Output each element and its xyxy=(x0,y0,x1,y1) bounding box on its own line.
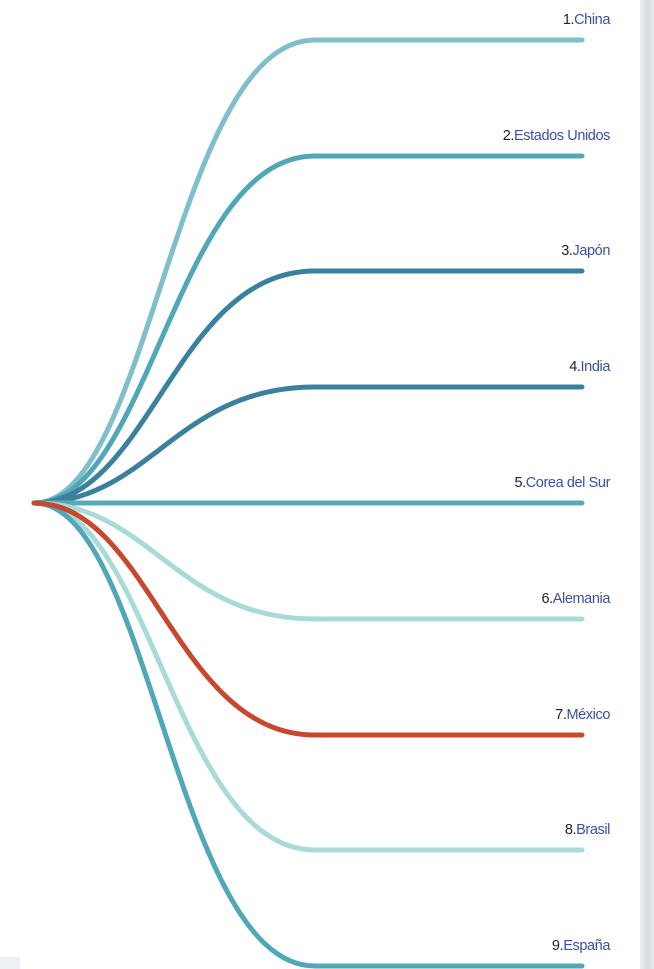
rank-number: 1. xyxy=(563,12,574,28)
branch-label: 5.Corea del Sur xyxy=(514,475,610,491)
branch-line xyxy=(31,153,585,506)
country-name: Japón xyxy=(572,243,610,259)
country-name: México xyxy=(566,707,610,723)
country-name: China xyxy=(574,12,611,28)
rank-number: 2. xyxy=(503,128,514,144)
branch-label: 4.India xyxy=(569,359,611,375)
branch-label: 6.Alemania xyxy=(541,591,611,607)
branch-line xyxy=(31,500,585,969)
branch-label: 2.Estados Unidos xyxy=(503,128,610,144)
rank-number: 8. xyxy=(565,822,576,838)
country-name: Brasil xyxy=(576,822,610,838)
branch-line xyxy=(31,500,585,853)
country-name: España xyxy=(563,938,611,954)
branch-lines xyxy=(31,37,585,969)
rank-number: 4. xyxy=(569,359,580,375)
branch-line xyxy=(31,384,585,506)
branch-line xyxy=(31,500,585,738)
branch-label: 1.China xyxy=(563,12,612,28)
country-name: Estados Unidos xyxy=(514,128,610,144)
background-corner xyxy=(0,957,20,969)
branch-line xyxy=(31,37,585,506)
branch-label: 8.Brasil xyxy=(565,822,610,838)
rank-number: 7. xyxy=(555,707,566,723)
branch-label: 9.España xyxy=(552,938,611,954)
rank-number: 9. xyxy=(552,938,563,954)
rank-number: 3. xyxy=(561,243,572,259)
branch-label: 3.Japón xyxy=(561,243,610,259)
branch-line xyxy=(31,268,585,506)
branch-line xyxy=(31,500,585,622)
country-name: India xyxy=(581,359,612,375)
country-name: Alemania xyxy=(553,591,612,607)
background-edge xyxy=(640,0,654,969)
country-name: Corea del Sur xyxy=(526,475,611,491)
rank-number: 6. xyxy=(541,591,552,607)
rank-number: 5. xyxy=(514,475,525,491)
branch-label: 7.México xyxy=(555,707,610,723)
